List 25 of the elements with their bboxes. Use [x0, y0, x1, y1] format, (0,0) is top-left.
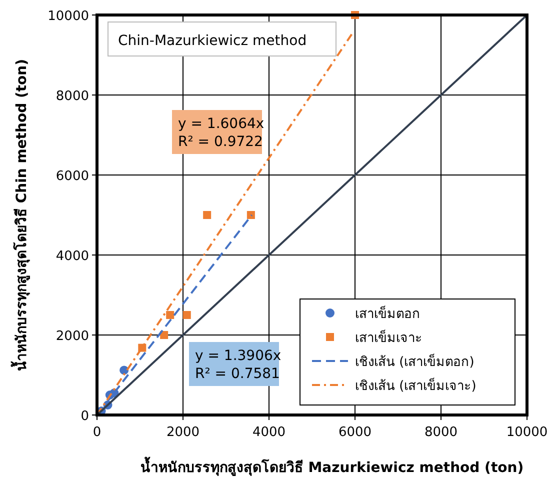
y-tick-label: 10000 — [48, 9, 89, 24]
legend-label: เสาเข็มตอก — [355, 304, 420, 322]
x-axis-title: น้ำหนักบรรทุกสูงสุดโดยวิธี Mazurkiewicz method (ton) — [140, 456, 524, 476]
point — [182, 311, 191, 319]
point — [246, 211, 255, 219]
x-tick-label: 0 — [92, 425, 102, 440]
point — [203, 211, 212, 219]
y-tick-label: 2000 — [56, 329, 89, 344]
y-tick-label: 6000 — [56, 169, 89, 184]
annotation: y = 1.6064x R² = 0.9722 — [178, 116, 264, 150]
y-tick-label: 8000 — [56, 89, 89, 104]
y-axis-title: น้ำหนักบรรทุกสูงสุดโดยวิธี Chin method (ton) — [10, 58, 30, 372]
x-tick-label: 10000 — [506, 425, 548, 440]
text: Chin-Mazurkiewicz method — [118, 33, 307, 49]
legend-label: เชิงเส้น (เสาเข็มเจาะ) — [355, 376, 476, 394]
x-tick-label: 2000 — [166, 425, 200, 440]
point — [166, 311, 174, 319]
y-tick-label: 0 — [80, 409, 89, 424]
x-tick-label: 4000 — [252, 425, 286, 440]
legend-label: เสาเข็มเจาะ — [355, 328, 422, 346]
annotation: y = 1.3906x R² = 0.7581 — [195, 348, 282, 382]
legend-label: เชิงเส้น (เสาเข็มตอก) — [355, 352, 474, 370]
x-tick-label: 6000 — [338, 425, 372, 440]
y-tick-label: 4000 — [56, 249, 89, 264]
x-tick-label: 8000 — [424, 425, 458, 440]
